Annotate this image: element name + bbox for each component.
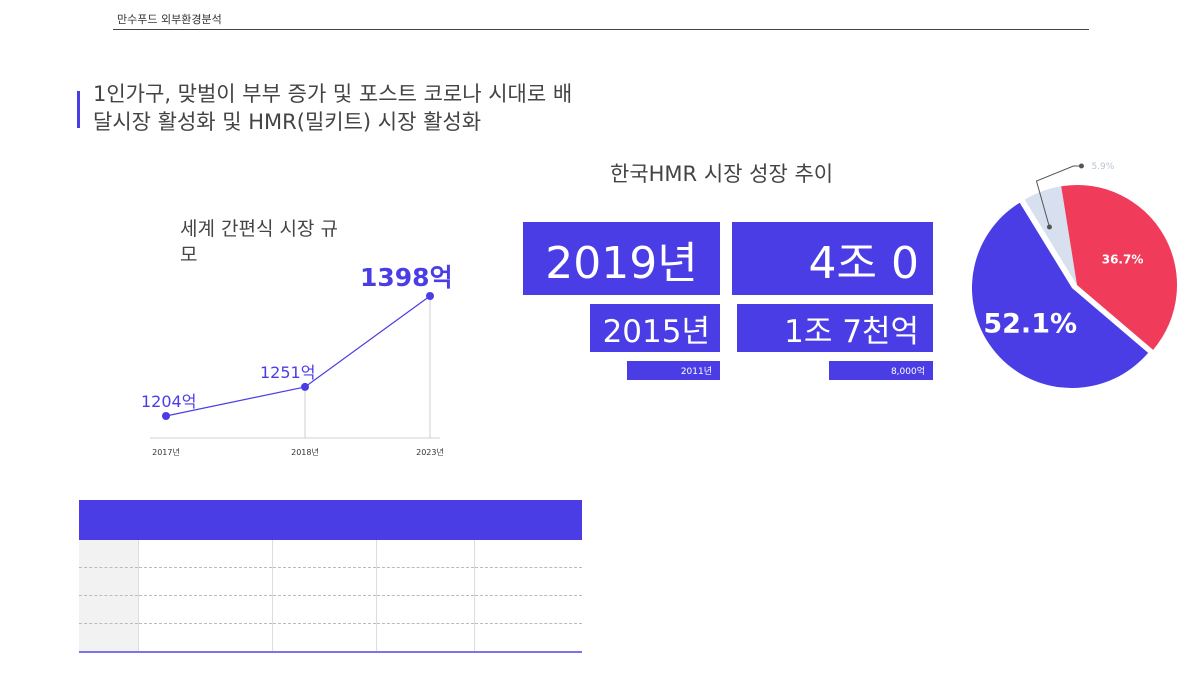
hmr-year-2019-box: 2019년 (523, 222, 720, 295)
table-cell (474, 623, 582, 653)
x-tick-label: 2018년 (291, 447, 319, 457)
pie-label: 52.1% (983, 309, 1077, 340)
line-chart: 1204억 2017년 1251억 2018년 1398억 2023년 (141, 263, 453, 457)
callout-dot (1078, 163, 1084, 169)
hmr-chart-title: 한국HMR 시장 성장 추이 (610, 162, 834, 186)
table-header-cell (376, 500, 474, 540)
table-cell (474, 595, 582, 624)
hmr-value-2015-box: 1조 7천억 (737, 304, 933, 352)
table-cell (272, 540, 377, 568)
table-row (79, 595, 582, 624)
headline-accent-bar (77, 91, 80, 128)
table-cell (474, 567, 582, 596)
table-header-row (79, 500, 582, 540)
hmr-year-2015-box: 2015년 (590, 304, 720, 352)
table-cell (79, 567, 139, 596)
hmr-value-2011-box: 8,000억 (829, 361, 933, 380)
table-cell (272, 595, 377, 624)
hmr-value-2019-box: 4조 0 (732, 222, 933, 295)
table-cell (376, 595, 475, 624)
table-cell (79, 623, 139, 653)
data-point (162, 412, 170, 420)
table-header-cell (79, 500, 138, 540)
line-chart-title-line2: 모 (180, 244, 198, 266)
x-tick-label: 2017년 (152, 447, 180, 457)
hmr-year-2011-box: 2011년 (627, 361, 720, 380)
callout-line (1035, 165, 1082, 228)
pie-slice (972, 202, 1149, 388)
data-point (426, 292, 434, 300)
table-cell (138, 567, 273, 596)
table-cell (138, 540, 273, 568)
pie-label: 5.9% (1091, 162, 1114, 172)
table-cell (376, 623, 475, 653)
pie-slice (1024, 186, 1077, 285)
line-chart-title-line1: 세계 간편식 시장 규 (180, 218, 338, 240)
pie-label: 36.7% (1102, 253, 1144, 267)
table-cell (138, 623, 273, 653)
series-line (165, 295, 431, 417)
table-row (79, 567, 582, 596)
pie-chart: 52.1% 36.7% 5.9% (972, 162, 1177, 388)
table-header-cell (138, 500, 272, 540)
company-name: 만수푸드 외부환경분석 (117, 13, 222, 26)
table-cell (376, 567, 475, 596)
table-cell (474, 540, 582, 568)
table-cell (272, 623, 377, 653)
data-point (301, 382, 309, 391)
header-divider (113, 29, 1089, 30)
data-label: 1251억 (260, 363, 315, 382)
table-row (79, 623, 582, 653)
table-cell (138, 595, 273, 624)
table-header-cell (474, 500, 582, 540)
pie-slice (1061, 185, 1177, 350)
data-label: 1204억 (141, 392, 196, 411)
data-label: 1398억 (360, 263, 453, 292)
table-cell (79, 540, 139, 568)
table-header-cell (272, 500, 376, 540)
line-chart-title: 세계 간편식 시장 규 모 (180, 216, 400, 268)
table-cell (79, 595, 139, 624)
data-table (79, 500, 582, 653)
headline-text: 1인가구, 맞벌이 부부 증가 및 포스트 코로나 시대로 배달시장 활성화 및… (93, 82, 573, 134)
table-row (79, 540, 582, 568)
x-tick-label: 2023년 (416, 447, 444, 457)
table-cell (272, 567, 377, 596)
table-cell (376, 540, 475, 568)
